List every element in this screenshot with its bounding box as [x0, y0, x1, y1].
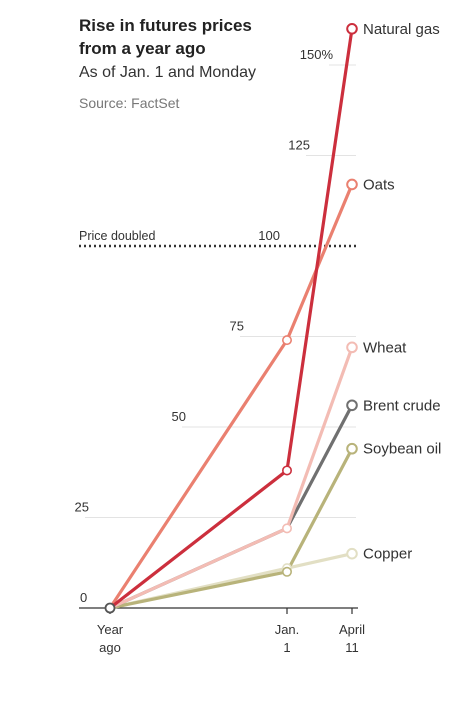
data-point: [346, 23, 358, 35]
series-label: Natural gas: [363, 21, 440, 38]
series-line: [108, 403, 354, 610]
data-point: [346, 547, 358, 560]
y-tick-label: 0: [80, 590, 87, 605]
data-point: [346, 442, 358, 455]
x-tick-label: 11: [345, 640, 359, 655]
data-point: [281, 523, 292, 534]
data-point: [281, 335, 292, 346]
x-tick-label: April: [339, 622, 365, 637]
data-point: [346, 341, 358, 354]
chart-header: Rise in futures prices from a year ago A…: [79, 14, 289, 111]
price-doubled-label: Price doubled: [79, 229, 155, 243]
series-label: Brent crude: [363, 397, 441, 414]
x-tick-label: Jan.: [275, 622, 300, 637]
origin-point: [104, 602, 116, 614]
y-tick-label: 100: [258, 228, 280, 243]
chart-title: Rise in futures prices from a year ago: [79, 16, 252, 58]
series-line: [108, 182, 354, 610]
y-tick-label: 25: [75, 500, 89, 515]
chart-source: Source: FactSet: [79, 95, 180, 111]
x-tick-label: 1: [283, 640, 290, 655]
y-tick-label: 125: [288, 138, 310, 153]
chart-subtitle: As of Jan. 1 and Monday: [79, 64, 256, 81]
data-point: [281, 566, 292, 577]
y-tick-label: 50: [172, 409, 186, 424]
series-line: [108, 345, 354, 610]
series-label: Oats: [363, 176, 395, 193]
data-point: [346, 399, 358, 412]
series-label: Copper: [363, 546, 412, 563]
data-point: [281, 465, 292, 476]
y-tick-label: 75: [230, 319, 244, 334]
y-tick-label: 150%: [300, 47, 334, 62]
series-label: Wheat: [363, 339, 407, 356]
series-label: Soybean oil: [363, 441, 441, 458]
data-point: [346, 178, 358, 191]
x-tick-label: Year: [97, 622, 124, 637]
x-tick-label: ago: [99, 640, 121, 655]
